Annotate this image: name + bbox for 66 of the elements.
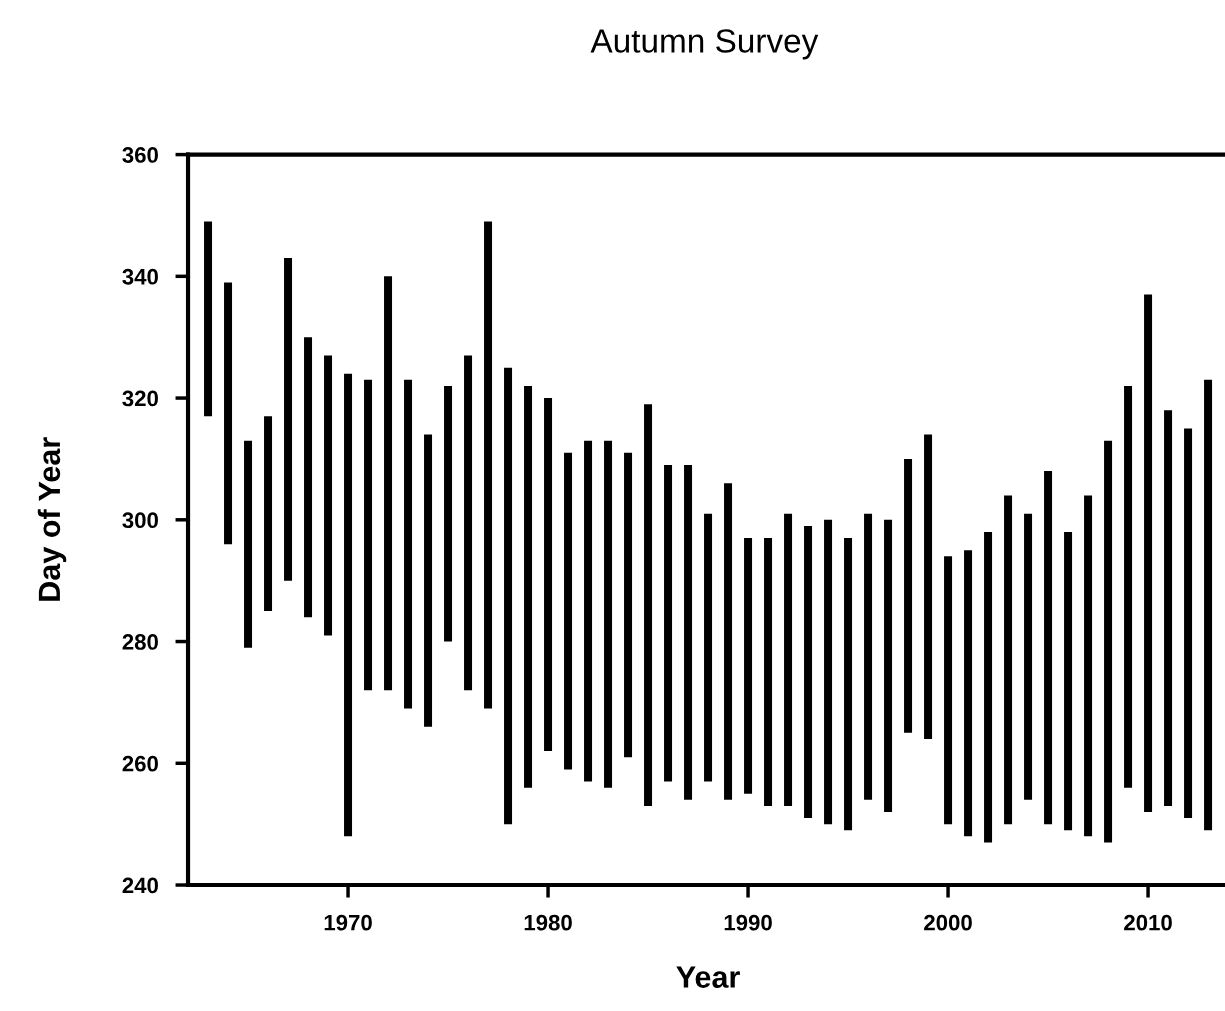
chart-title: Autumn Survey [590,29,819,60]
bar [364,379,373,691]
bar [664,465,673,782]
bar [684,465,693,800]
bar [384,276,393,691]
x-tick-label: 1980 [524,914,572,931]
y-tick-label: 280 [122,634,158,650]
y-axis-title: Day of Year [37,437,67,601]
y-tick-label: 240 [122,877,158,894]
bar [1204,379,1213,831]
bar [1184,428,1193,819]
bar [984,531,993,843]
bar [404,379,413,709]
bar [1024,513,1033,800]
bar [624,452,633,758]
bar [344,373,353,837]
bar [1044,471,1053,825]
bar [1064,531,1073,831]
bar [784,513,793,806]
bar [744,538,753,794]
bar [724,483,733,800]
bar [464,355,473,691]
bar [544,398,553,752]
bar [1164,410,1173,806]
bar [1104,440,1113,843]
x-tick-label: 1970 [324,914,372,931]
x-tick-label: 2010 [1124,914,1172,931]
bar [204,221,213,417]
bar [244,440,253,648]
bar [644,404,653,806]
bar [264,416,273,612]
bar [484,221,493,709]
bar [284,258,293,581]
x-tick-label: 1990 [724,914,772,931]
bar [904,458,913,733]
bar [964,550,973,837]
bar [884,519,893,812]
bar [804,525,813,819]
bar [504,367,513,825]
bar [944,556,953,825]
bar [304,337,313,618]
y-tick-label: 260 [122,755,158,772]
bar [444,385,453,642]
bar [864,513,873,800]
bar [1124,385,1133,788]
y-tick-label: 340 [122,268,158,285]
bar [924,434,933,739]
bar [824,519,833,825]
bar [844,538,853,831]
bar [324,355,333,636]
bar [424,434,433,727]
bar [584,440,593,782]
y-tick-label: 360 [122,147,158,163]
bar [564,452,573,770]
bar [224,282,233,545]
bar [524,385,533,788]
bar [1084,495,1093,837]
bar [1004,495,1013,825]
x-axis-title: Year [676,966,740,988]
y-tick-label: 320 [122,390,158,407]
bar [704,513,713,782]
bar [764,538,773,806]
x-tick-label: 2000 [924,914,972,931]
y-tick-label: 300 [122,512,158,529]
bar [604,440,613,788]
bar [1144,294,1153,812]
